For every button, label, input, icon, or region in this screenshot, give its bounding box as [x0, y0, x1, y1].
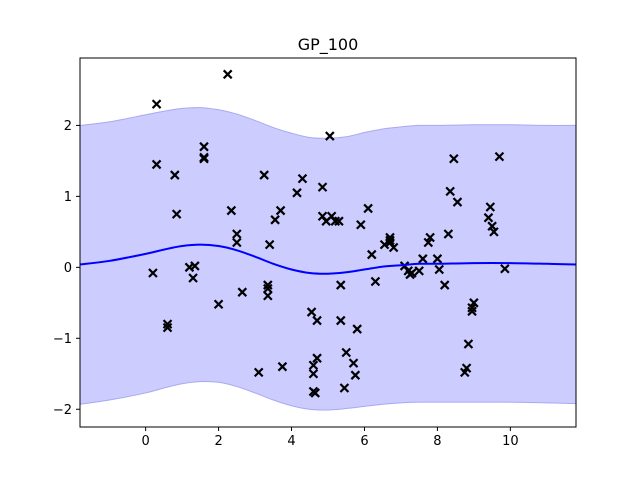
observation-point: [232, 229, 242, 239]
observation-point: [263, 290, 273, 301]
observation-point: [310, 388, 321, 398]
observation-points: [148, 69, 510, 398]
observation-point: [434, 264, 445, 275]
observation-point: [489, 227, 499, 237]
observation-point: [275, 205, 286, 216]
observation-point: [277, 361, 288, 372]
y-tick-label: 2: [64, 119, 72, 134]
observation-point: [370, 276, 381, 287]
observation-point: [253, 367, 264, 378]
observation-point: [334, 216, 344, 226]
observation-point: [325, 131, 335, 141]
x-tick-label: 6: [360, 434, 368, 449]
confidence-band-lower-edge: [79, 380, 577, 411]
observation-point: [148, 268, 158, 278]
observation-point: [264, 239, 275, 250]
observation-point: [407, 268, 417, 278]
observation-point: [170, 170, 180, 180]
observation-point: [171, 209, 182, 219]
observation-point: [292, 188, 302, 198]
observation-point: [151, 159, 162, 170]
observation-point: [469, 298, 479, 308]
observation-point: [363, 203, 373, 214]
observation-point: [494, 151, 505, 162]
observation-point: [350, 370, 361, 380]
observation-point: [388, 242, 399, 253]
observation-point: [237, 287, 248, 297]
observation-point: [188, 273, 198, 283]
x-axis: 0 2 4 6 8 10: [142, 427, 519, 449]
observation-point: [162, 319, 173, 329]
observation-point: [335, 280, 346, 290]
observation-point: [467, 306, 477, 317]
observation-point: [463, 339, 474, 349]
observation-point: [385, 235, 395, 246]
observation-point: [270, 215, 280, 225]
observation-point: [263, 280, 273, 290]
observation-point: [414, 266, 424, 276]
x-tick-label: 4: [287, 434, 295, 449]
observation-point: [162, 322, 173, 333]
observation-point: [461, 363, 472, 373]
observation-point: [485, 202, 496, 212]
observation-point: [222, 69, 233, 80]
observation-point: [312, 315, 322, 326]
y-axis: −2 −1 0 1 2: [53, 119, 80, 418]
x-tick-label: 10: [502, 434, 519, 449]
observation-point: [232, 237, 242, 248]
observation-point: [352, 324, 362, 334]
observation-point: [341, 347, 352, 358]
observation-point: [308, 369, 319, 379]
x-tick-label: 8: [433, 434, 441, 449]
observation-point: [356, 219, 366, 230]
observation-point: [297, 173, 308, 184]
axes-frame: [79, 57, 577, 428]
observation-point: [306, 307, 317, 317]
observation-point: [366, 249, 377, 260]
plot-area: [79, 69, 577, 411]
observation-point: [151, 99, 162, 109]
confidence-band-upper-edge: [79, 107, 577, 139]
y-tick-label: −1: [53, 332, 72, 347]
observation-point: [439, 280, 450, 290]
observation-point: [445, 186, 455, 197]
x-tick-label: 2: [214, 434, 222, 449]
observation-point: [500, 263, 510, 274]
observation-point: [348, 358, 359, 368]
observation-point: [199, 153, 209, 164]
mean-line: [79, 243, 577, 275]
observation-point: [308, 360, 319, 371]
observation-point: [449, 153, 459, 164]
observation-point: [199, 141, 209, 152]
observation-point: [330, 216, 341, 226]
observation-point: [190, 261, 200, 271]
observation-point: [317, 182, 328, 192]
observation-point: [312, 353, 322, 363]
y-tick-label: 0: [64, 261, 72, 276]
observation-point: [226, 205, 237, 216]
observation-point: [425, 232, 435, 243]
chart-title: GP_100: [298, 35, 359, 55]
observation-point: [452, 197, 463, 207]
x-tick-label: 0: [142, 434, 150, 449]
observation-point: [259, 170, 269, 180]
y-tick-label: −2: [53, 403, 72, 418]
y-tick-label: 1: [64, 190, 72, 205]
observation-point: [213, 299, 224, 310]
observation-point: [263, 283, 273, 294]
observation-point: [443, 229, 454, 239]
observation-point: [432, 254, 443, 264]
confidence-band: [80, 107, 576, 411]
observation-point: [335, 315, 346, 326]
observation-point: [418, 254, 428, 264]
observation-point: [483, 212, 494, 223]
observation-point: [339, 383, 350, 393]
